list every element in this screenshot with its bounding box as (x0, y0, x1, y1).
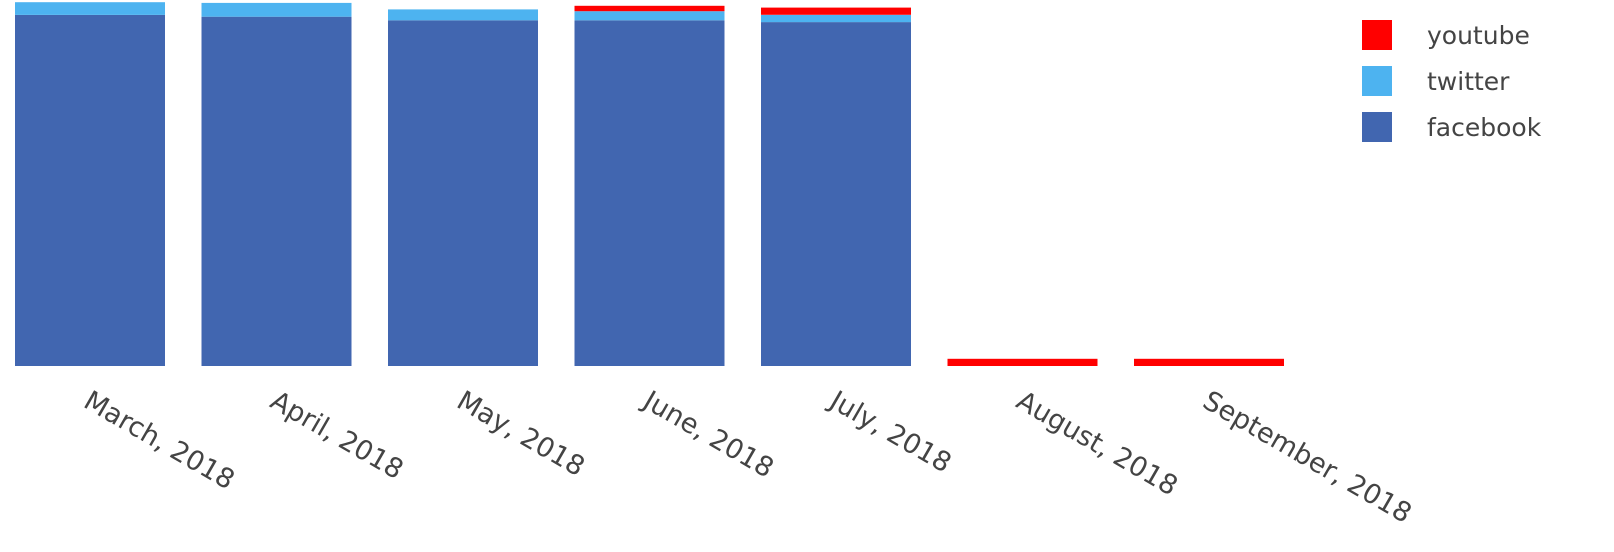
legend-label-youtube: youtube (1427, 21, 1530, 50)
bar-youtube-august-2018 (947, 358, 1098, 366)
bar-twitter-may-2018 (388, 9, 538, 21)
x-tick-label-august-2018: August, 2018 (1011, 385, 1183, 502)
legend-swatch-youtube (1362, 20, 1392, 50)
bar-youtube-june-2018 (574, 5, 725, 12)
bar-youtube-september-2018 (1134, 358, 1284, 366)
bar-facebook-july-2018 (761, 22, 911, 366)
bar-youtube-july-2018 (761, 7, 911, 15)
legend-label-facebook: facebook (1427, 113, 1542, 142)
bar-twitter-july-2018 (761, 14, 911, 23)
x-tick-label-may-2018: May, 2018 (452, 385, 590, 483)
bar-twitter-april-2018 (201, 2, 352, 17)
bars-layer (15, 2, 1284, 367)
legend-swatch-facebook (1362, 112, 1392, 142)
bar-facebook-april-2018 (201, 16, 352, 366)
x-tick-label-april-2018: April, 2018 (265, 385, 408, 486)
bar-twitter-march-2018 (15, 2, 165, 15)
x-tick-label-september-2018: September, 2018 (1198, 385, 1417, 529)
bar-facebook-june-2018 (574, 20, 725, 367)
legend-label-twitter: twitter (1427, 67, 1510, 96)
x-tick-label-july-2018: July, 2018 (823, 384, 957, 479)
bar-facebook-march-2018 (15, 14, 165, 367)
legend-swatch-twitter (1362, 66, 1392, 96)
legend: youtube twitter facebook (1362, 20, 1542, 142)
x-tick-label-june-2018: June, 2018 (636, 384, 779, 484)
bar-facebook-may-2018 (388, 20, 538, 367)
x-axis-tick-labels: March, 2018 April, 2018 May, 2018 June, 201… (79, 384, 1417, 529)
bar-twitter-june-2018 (574, 11, 725, 21)
x-tick-label-march-2018: March, 2018 (79, 385, 240, 496)
